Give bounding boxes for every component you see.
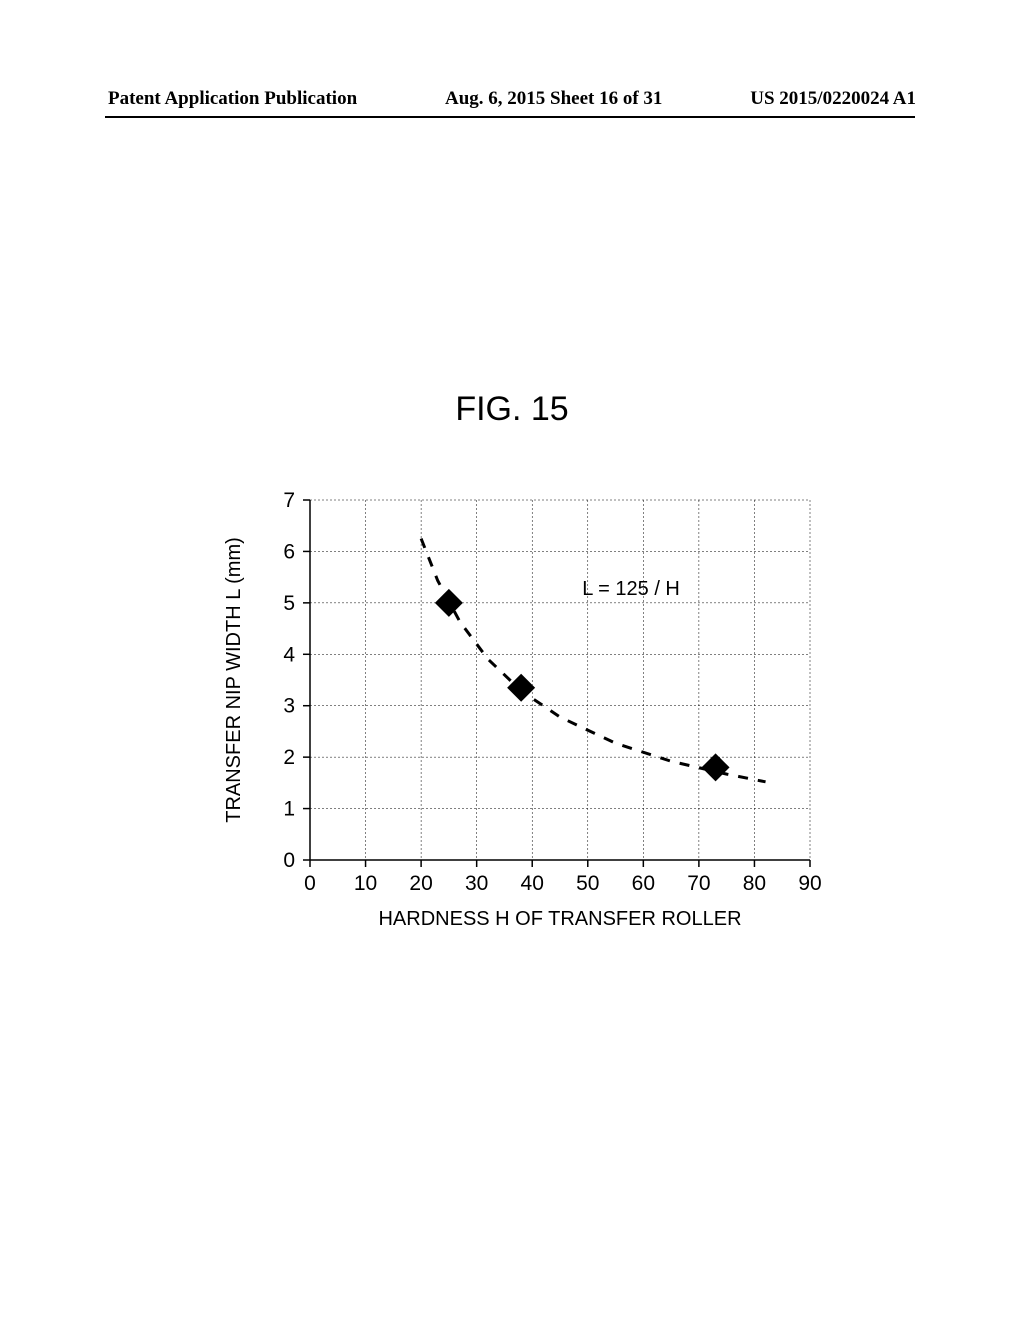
y-tick-label: 1 xyxy=(283,798,295,821)
x-tick-label: 10 xyxy=(354,872,377,895)
data-point xyxy=(507,674,535,702)
x-tick-label: 0 xyxy=(304,872,316,895)
x-tick-label: 70 xyxy=(687,872,710,895)
x-tick-label: 90 xyxy=(798,872,821,895)
figure-label: FIG. 15 xyxy=(0,390,1024,429)
chart-svg: 0 10 20 30 40 50 60 70 80 90 0 1 2 3 4 5 6 7 L = 125 / H HA… xyxy=(200,480,840,980)
header-center: Aug. 6, 2015 Sheet 16 of 31 xyxy=(445,88,662,110)
data-point xyxy=(702,753,730,781)
x-tick-label: 50 xyxy=(576,872,599,895)
y-tick-label: 4 xyxy=(283,643,295,666)
y-tick-label: 7 xyxy=(283,489,295,512)
y-tick-label: 3 xyxy=(283,695,295,718)
equation-annotation: L = 125 / H xyxy=(582,578,680,600)
data-point xyxy=(435,589,463,617)
fit-curve xyxy=(421,539,765,782)
header-rule xyxy=(105,116,915,118)
y-tick-label: 6 xyxy=(283,540,295,563)
x-tick-label: 60 xyxy=(632,872,655,895)
header-left: Patent Application Publication xyxy=(108,88,357,110)
x-tick-label: 20 xyxy=(409,872,432,895)
x-tick-label: 40 xyxy=(521,872,544,895)
y-axis-label: TRANSFER NIP WIDTH L (mm) xyxy=(223,537,245,823)
patent-header: Patent Application Publication Aug. 6, 2… xyxy=(0,88,1024,110)
y-tick-label: 5 xyxy=(283,592,295,615)
x-tick-label: 80 xyxy=(743,872,766,895)
x-axis-label: HARDNESS H OF TRANSFER ROLLER xyxy=(378,908,741,930)
y-tick-label: 2 xyxy=(283,746,295,769)
header-right: US 2015/0220024 A1 xyxy=(750,88,916,110)
x-tick-label: 30 xyxy=(465,872,488,895)
y-tick-label: 0 xyxy=(283,849,295,872)
chart-container: 0 10 20 30 40 50 60 70 80 90 0 1 2 3 4 5 6 7 L = 125 / H HA… xyxy=(200,480,840,980)
